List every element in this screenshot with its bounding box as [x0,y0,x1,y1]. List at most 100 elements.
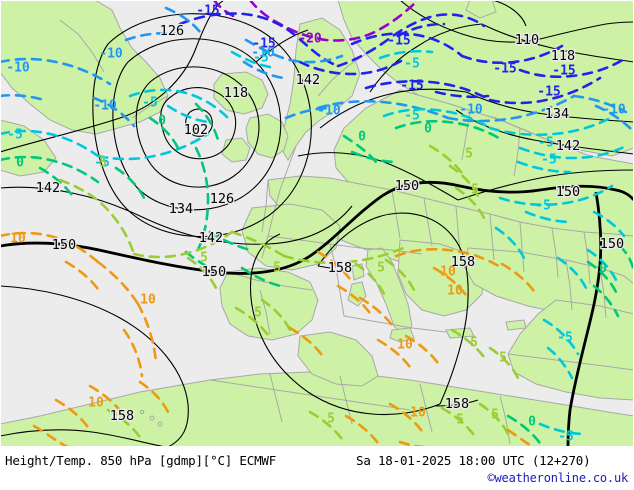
height-contour-label: 158 [327,259,354,278]
isotherm-label: -5 [535,199,551,214]
svg-text:126: 126 [210,191,234,207]
copyright-link[interactable]: ©weatheronline.co.uk [487,471,629,485]
isotherm-label: 5 [327,412,335,427]
map-canvas: 102 118 126 126 134 142 142 142 150 150 110 118 134 1… [0,0,634,447]
isotherm-label: -15 [493,62,516,77]
isotherm-label: -10 [317,104,341,119]
valid-time: Sa 18-01-2025 18:00 UTC (12+270) [356,453,591,468]
isotherm-label: -15 [537,85,560,100]
chart-title: Height/Temp. 850 hPa [gdmp][°C] ECMWF [5,453,277,468]
isotherm-label: 0 [528,415,536,430]
svg-text:-5: -5 [253,51,269,66]
isotherm-label: -15 [552,64,575,79]
svg-text:10: 10 [447,284,463,299]
svg-text:5: 5 [377,261,385,276]
svg-text:0: 0 [599,262,607,277]
svg-text:118: 118 [224,85,248,101]
svg-text:10: 10 [397,338,413,353]
isotherm-label: -10 [602,103,626,118]
height-contour-label: 150 [555,183,582,202]
height-contour-label: 150 [201,263,228,282]
height-contour-label: 102 [183,121,210,140]
svg-text:10: 10 [10,232,26,247]
svg-text:126: 126 [160,23,184,39]
isotherm-label: 5 [99,156,107,171]
svg-text:158: 158 [445,396,469,412]
isotherm-label: -10 [99,47,123,62]
height-contour-label: 134 [168,200,195,219]
svg-text:10: 10 [88,396,104,411]
height-contour-label: 118 [550,47,577,66]
isotherm-label: 0 [358,130,366,145]
svg-text:5: 5 [327,412,335,427]
isotherm-label: 10 [447,284,463,299]
isotherm-label: 0 [599,262,607,277]
svg-text:-5: -5 [404,57,420,72]
svg-text:-10: -10 [317,104,341,119]
svg-text:5: 5 [273,261,281,276]
forecast-map[interactable]: 102 118 126 126 134 142 142 142 150 150 110 118 134 1… [0,0,634,447]
svg-text:-5: -5 [557,331,573,346]
isotherm-label: -5 [557,331,573,346]
svg-text:150: 150 [52,237,76,253]
svg-text:0: 0 [528,415,536,430]
height-contour-label: 118 [223,84,250,103]
height-contour-label: 142 [555,137,582,156]
isotherm-10 [0,231,538,447]
isotherm-label: -5 [404,57,420,72]
svg-text:5: 5 [499,351,507,366]
isotherm-label: 5 [499,351,507,366]
svg-text:142: 142 [36,180,60,196]
height-contour-label: 150 [51,236,78,255]
svg-text:10: 10 [140,293,156,308]
svg-text:-10: -10 [459,103,483,118]
svg-text:134: 134 [169,201,193,217]
isotherm-label: -15 [387,34,410,49]
height-contour-label: 158 [444,395,471,414]
isotherm-label: -10 [93,99,117,114]
svg-text:-5: -5 [7,128,23,143]
svg-text:5: 5 [471,183,479,198]
isotherm-label: -15 [252,37,275,52]
isotherm-label: -5 [253,51,269,66]
isotherm-label: 0 [16,156,24,171]
isotherm-0 [0,102,634,447]
svg-text:150: 150 [600,236,624,252]
isotherm-label: -10 [251,46,275,61]
svg-text:102: 102 [184,122,208,138]
svg-text:-10: -10 [6,61,30,76]
svg-text:-5: -5 [558,430,574,445]
isotherm-label: 5 [465,147,473,162]
isotherm-label: -5 [404,109,420,124]
svg-text:110: 110 [515,32,539,48]
footer-bar: Height/Temp. 850 hPa [gdmp][°C] ECMWF Sa… [0,447,634,490]
svg-text:142: 142 [199,230,223,246]
isotherm-label: -5 [538,136,554,151]
svg-text:5: 5 [200,251,208,266]
height-contour-label: 142 [198,229,225,248]
svg-text:118: 118 [551,48,575,64]
isotherm-label: 10 [10,232,26,247]
isotherm-label: -10 [459,103,483,118]
height-contour-label: 150 [394,177,421,196]
isotherm-label: 0 [424,122,432,137]
svg-text:150: 150 [556,184,580,200]
isotherm-label: 10 [410,406,426,421]
height-label-group: 102 118 126 126 134 142 142 142 150 150 110 118 134 1… [35,22,626,426]
isotherm-label: -5 [94,156,110,171]
svg-text:5: 5 [99,156,107,171]
svg-text:-10: -10 [602,103,626,118]
svg-text:10: 10 [440,265,456,280]
svg-text:10: 10 [410,406,426,421]
isotherm-label: -15 [196,4,219,19]
isotherm-5 [58,144,520,444]
svg-text:5: 5 [254,306,262,321]
svg-text:158: 158 [110,408,134,424]
isotherm-label: -5 [142,96,158,111]
svg-text:-10: -10 [99,47,123,62]
svg-text:-15: -15 [493,62,516,77]
svg-text:5: 5 [470,336,478,351]
height-contour-label: 110 [514,31,541,50]
height-contour-label: 142 [35,179,62,198]
isotherm--20 [212,0,420,42]
